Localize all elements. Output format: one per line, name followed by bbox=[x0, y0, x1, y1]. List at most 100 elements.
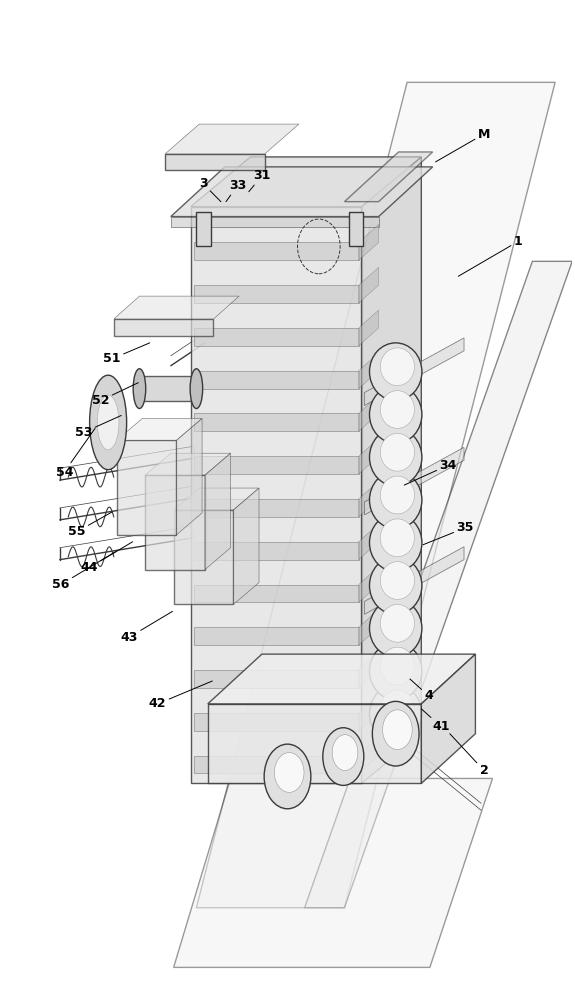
Polygon shape bbox=[174, 778, 493, 967]
Polygon shape bbox=[174, 488, 259, 510]
Ellipse shape bbox=[370, 343, 422, 401]
Text: 42: 42 bbox=[149, 681, 212, 710]
Polygon shape bbox=[194, 371, 359, 389]
Polygon shape bbox=[197, 82, 555, 908]
Polygon shape bbox=[365, 447, 464, 515]
Ellipse shape bbox=[370, 428, 422, 486]
Polygon shape bbox=[194, 670, 359, 688]
Polygon shape bbox=[344, 152, 433, 202]
Polygon shape bbox=[359, 310, 378, 346]
Ellipse shape bbox=[370, 557, 422, 614]
Polygon shape bbox=[359, 396, 378, 431]
Ellipse shape bbox=[380, 519, 415, 557]
Polygon shape bbox=[359, 438, 378, 474]
Polygon shape bbox=[359, 652, 378, 688]
Polygon shape bbox=[171, 167, 433, 217]
Polygon shape bbox=[140, 376, 197, 401]
Ellipse shape bbox=[190, 369, 202, 409]
Polygon shape bbox=[194, 756, 359, 773]
Polygon shape bbox=[233, 488, 259, 604]
Polygon shape bbox=[194, 242, 359, 260]
Polygon shape bbox=[165, 124, 299, 154]
Ellipse shape bbox=[370, 514, 422, 572]
Polygon shape bbox=[171, 217, 378, 227]
Ellipse shape bbox=[380, 391, 415, 428]
Polygon shape bbox=[194, 456, 359, 474]
Ellipse shape bbox=[380, 562, 415, 599]
Polygon shape bbox=[197, 212, 210, 246]
Polygon shape bbox=[194, 328, 359, 346]
Polygon shape bbox=[194, 542, 359, 560]
Text: 35: 35 bbox=[423, 521, 474, 545]
Text: 31: 31 bbox=[249, 169, 271, 192]
Polygon shape bbox=[114, 296, 239, 319]
Polygon shape bbox=[145, 475, 205, 570]
Polygon shape bbox=[174, 510, 233, 604]
Polygon shape bbox=[362, 157, 421, 783]
Ellipse shape bbox=[332, 735, 358, 770]
Polygon shape bbox=[194, 713, 359, 731]
Polygon shape bbox=[194, 499, 359, 517]
Ellipse shape bbox=[380, 647, 415, 685]
Text: 53: 53 bbox=[75, 415, 121, 439]
Ellipse shape bbox=[380, 433, 415, 471]
Polygon shape bbox=[165, 154, 264, 170]
Text: 51: 51 bbox=[104, 343, 150, 365]
Polygon shape bbox=[205, 453, 231, 570]
Polygon shape bbox=[359, 353, 378, 389]
Polygon shape bbox=[359, 524, 378, 560]
Polygon shape bbox=[114, 319, 213, 336]
Ellipse shape bbox=[370, 642, 422, 700]
Ellipse shape bbox=[264, 744, 311, 809]
Ellipse shape bbox=[274, 753, 304, 792]
Polygon shape bbox=[194, 413, 359, 431]
Text: 56: 56 bbox=[52, 552, 116, 591]
Text: 34: 34 bbox=[404, 459, 457, 485]
Polygon shape bbox=[117, 440, 177, 535]
Polygon shape bbox=[359, 738, 378, 773]
Polygon shape bbox=[359, 225, 378, 260]
Polygon shape bbox=[145, 453, 231, 475]
Text: 55: 55 bbox=[68, 512, 112, 538]
Polygon shape bbox=[191, 157, 421, 207]
Ellipse shape bbox=[370, 685, 422, 743]
Ellipse shape bbox=[370, 386, 422, 443]
Ellipse shape bbox=[323, 728, 364, 785]
Text: 2: 2 bbox=[450, 734, 488, 777]
Polygon shape bbox=[359, 567, 378, 602]
Text: 44: 44 bbox=[81, 542, 133, 574]
Text: 33: 33 bbox=[226, 179, 246, 202]
Polygon shape bbox=[365, 547, 464, 614]
Polygon shape bbox=[117, 418, 202, 440]
Polygon shape bbox=[194, 585, 359, 602]
Ellipse shape bbox=[90, 375, 126, 470]
Polygon shape bbox=[359, 267, 378, 303]
Polygon shape bbox=[208, 704, 421, 783]
Text: M: M bbox=[435, 128, 490, 162]
Ellipse shape bbox=[370, 471, 422, 529]
Ellipse shape bbox=[373, 701, 419, 766]
Polygon shape bbox=[177, 418, 202, 535]
Text: 52: 52 bbox=[92, 383, 139, 407]
Text: 1: 1 bbox=[458, 235, 523, 276]
Polygon shape bbox=[208, 654, 476, 704]
Polygon shape bbox=[194, 285, 359, 303]
Text: 54: 54 bbox=[56, 428, 95, 479]
Ellipse shape bbox=[370, 599, 422, 657]
Ellipse shape bbox=[380, 476, 415, 514]
Ellipse shape bbox=[380, 348, 415, 386]
Polygon shape bbox=[365, 338, 464, 406]
Ellipse shape bbox=[380, 604, 415, 642]
Polygon shape bbox=[359, 609, 378, 645]
Ellipse shape bbox=[380, 690, 415, 728]
Polygon shape bbox=[191, 207, 362, 783]
Polygon shape bbox=[305, 261, 572, 908]
Polygon shape bbox=[194, 627, 359, 645]
Text: 41: 41 bbox=[421, 709, 450, 733]
Polygon shape bbox=[359, 695, 378, 731]
Text: 4: 4 bbox=[410, 679, 433, 702]
Ellipse shape bbox=[133, 369, 145, 409]
Text: 3: 3 bbox=[199, 177, 221, 202]
Polygon shape bbox=[349, 212, 363, 246]
Ellipse shape bbox=[97, 395, 119, 450]
